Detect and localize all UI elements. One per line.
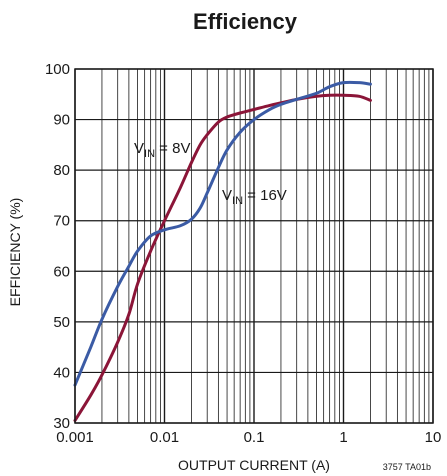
x-axis-label: OUTPUT CURRENT (A) (178, 457, 330, 473)
y-tick-label: 30 (53, 415, 70, 432)
series-label-vin-16v: VIN = 16V (222, 187, 287, 207)
y-tick-label: 70 (53, 213, 70, 230)
chart-title: Efficiency (193, 9, 298, 34)
y-tick-label: 100 (45, 61, 70, 78)
y-axis-label: EFFICIENCY (%) (7, 198, 23, 307)
y-tick-label: 80 (53, 162, 70, 179)
series-line-vin-16v (73, 80, 372, 387)
y-tick-label: 60 (53, 263, 70, 280)
grid (74, 68, 434, 424)
y-tick-labels: 30 40 50 60 70 80 90 100 (45, 61, 70, 432)
x-tick-label: 0.001 (56, 429, 94, 446)
series-label-vin-8v: VIN = 8V (134, 140, 190, 160)
series-line-vin-8v (73, 93, 372, 422)
x-tick-label: 0.1 (244, 429, 265, 446)
x-tick-label: 0.01 (150, 429, 179, 446)
series-lines (73, 80, 372, 422)
x-tick-label: 10 (425, 429, 442, 446)
plot-frame (74, 68, 434, 424)
x-tick-label: 1 (339, 429, 347, 446)
x-tick-labels: 0.001 0.01 0.1 1 10 (56, 429, 441, 446)
figure-code: 3757 TA01b (383, 462, 431, 472)
y-tick-label: 40 (53, 364, 70, 381)
y-tick-label: 50 (53, 314, 70, 331)
y-tick-label: 90 (53, 112, 70, 129)
